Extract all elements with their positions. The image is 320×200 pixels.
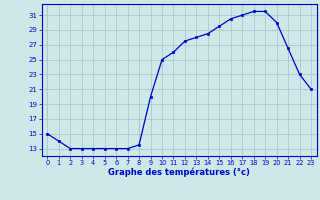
X-axis label: Graphe des températures (°c): Graphe des températures (°c) <box>108 168 250 177</box>
